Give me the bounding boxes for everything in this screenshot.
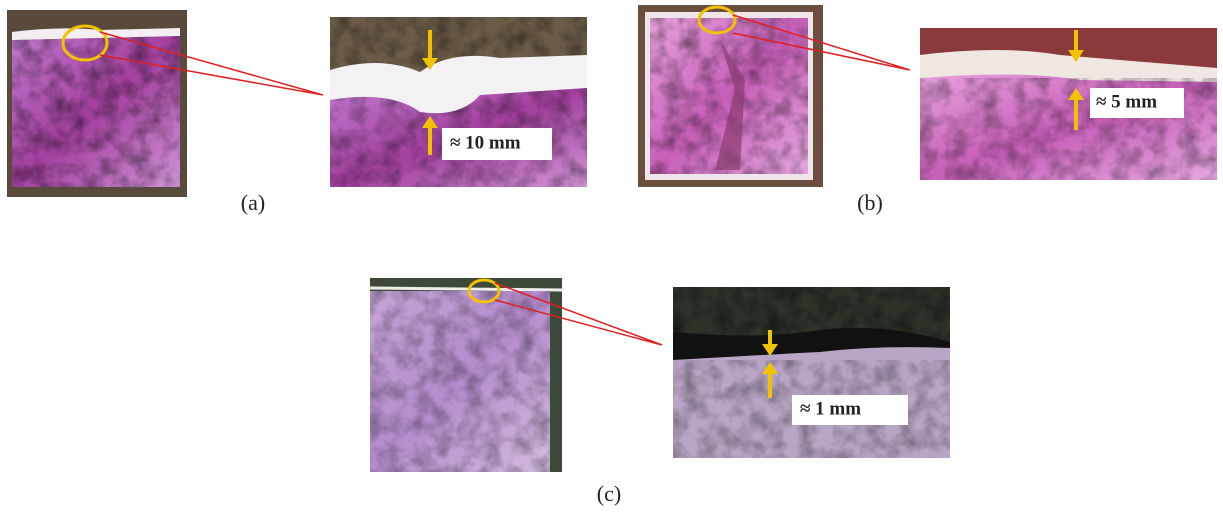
panel-label: (c)	[597, 481, 621, 506]
figure: ≈ 10 mm (a) ≈ 5 mm (b) ≈	[0, 0, 1223, 514]
panel-label: (b)	[857, 190, 883, 215]
panel-c: ≈ 1 mm (c)	[370, 278, 950, 506]
panel-a: ≈ 10 mm (a)	[7, 10, 587, 215]
panel-b: ≈ 5 mm (b)	[638, 5, 1217, 215]
measurement: ≈ 5 mm	[1096, 91, 1157, 112]
panel-label: (a)	[241, 190, 265, 215]
measurement: ≈ 1 mm	[800, 398, 861, 419]
measurement: ≈ 10 mm	[450, 132, 521, 153]
